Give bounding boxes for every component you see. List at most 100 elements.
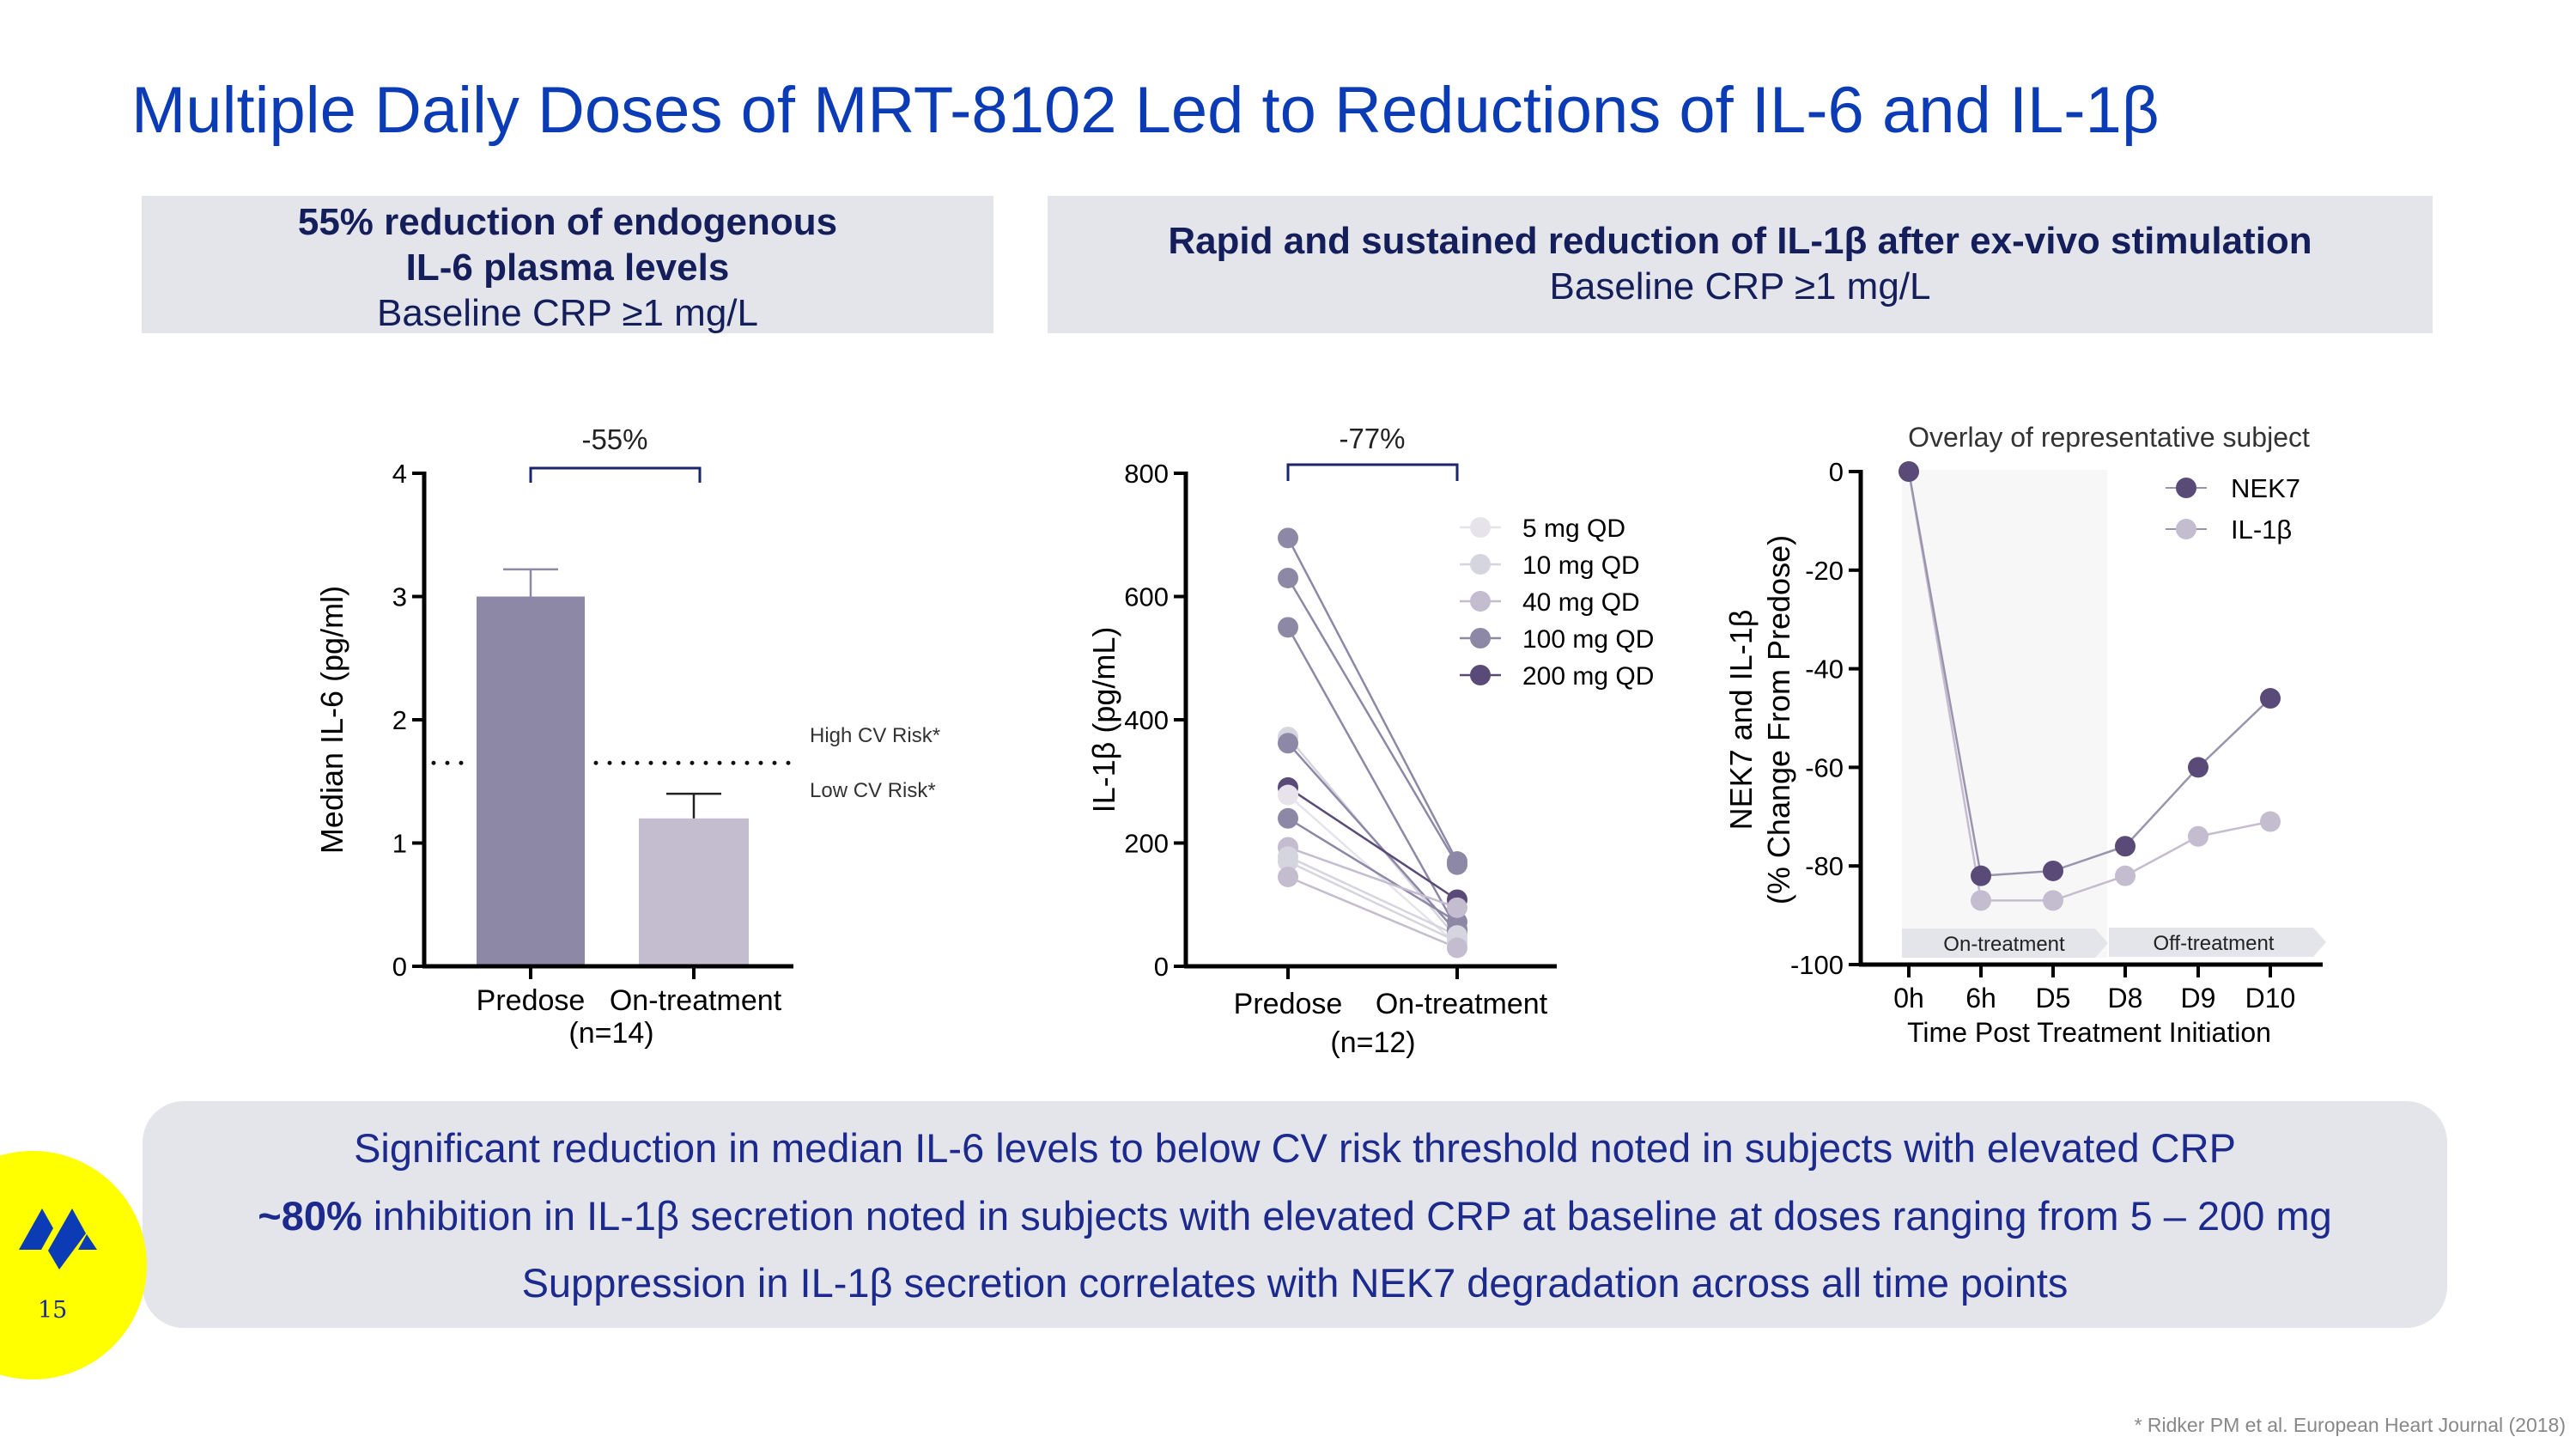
- series-point-0-4: [2188, 757, 2208, 778]
- legend-label-1: IL-1β: [2231, 514, 2292, 545]
- series-line-0: [1907, 471, 2271, 878]
- subject-line-9: [1287, 855, 1458, 937]
- il1b-header-line1: Rapid and sustained reduction of IL-1β a…: [1168, 220, 2312, 262]
- series-point-0-1: [1971, 865, 1991, 886]
- y-tick-label: -20: [1805, 556, 1844, 586]
- y-tick-label: 2: [392, 705, 407, 735]
- y-tick-label: 0: [1154, 952, 1169, 982]
- legend-marker-4: [1470, 665, 1491, 685]
- x-tick-label: On-treatment: [1376, 988, 1548, 1020]
- bar-1: [639, 818, 749, 966]
- subject-point-0-0: [1278, 527, 1298, 549]
- series-point-1-3: [2115, 865, 2136, 886]
- subject-line-8: [1287, 846, 1458, 910]
- legend-marker-1: [2176, 519, 2196, 539]
- series-point-1-4: [2188, 825, 2208, 847]
- y-axis-label: IL-1β (pg/mL): [1086, 627, 1121, 813]
- legend-label-0: 5 mg QD: [1522, 514, 1625, 543]
- subject-line-7: [1287, 817, 1458, 923]
- footnote: * Ridker PM et al. European Heart Journa…: [2134, 1414, 2566, 1436]
- il6-bar-chart: High CV Risk* Low CV Risk* -55% 0 1 2 3 4 Predos…: [314, 423, 940, 1050]
- page-title: Multiple Daily Doses of MRT-8102 Led to …: [131, 74, 2160, 147]
- overlay-chart: On-treatment Off-treatment NEK7 IL-1β Overla…: [1723, 422, 2326, 1048]
- x-sub-label: (n=14): [568, 1017, 653, 1050]
- annotation: -77%: [1339, 423, 1405, 454]
- chart-title: Overlay of representative subject: [1908, 422, 2310, 453]
- y-tick-label: 400: [1124, 705, 1169, 735]
- x-tick-label: D9: [2181, 983, 2216, 1014]
- il1b-header-box: Rapid and sustained reduction of IL-1β a…: [1048, 196, 2433, 333]
- subject-line-10: [1287, 860, 1458, 943]
- y-tick-label: 0: [1829, 457, 1844, 487]
- y-axis-label-line2: (% Change From Predose): [1761, 535, 1796, 904]
- subject-point-1-0: [1278, 567, 1298, 588]
- series-point-1-5: [2260, 811, 2281, 832]
- phase-label-on: On-treatment: [1943, 933, 2065, 956]
- subject-line-2: [1286, 626, 1459, 930]
- subject-line-11: [1287, 875, 1458, 949]
- il6-header-line3: Baseline CRP ≥1 mg/L: [377, 292, 758, 334]
- subject-point-11-0: [1278, 866, 1298, 887]
- company-logo-icon: [19, 1209, 97, 1269]
- legend-label-4: 200 mg QD: [1522, 662, 1654, 691]
- low-cv-risk-label: Low CV Risk*: [810, 779, 936, 802]
- subject-point-7-0: [1278, 807, 1298, 829]
- legend-marker-2: [1470, 591, 1491, 612]
- il1b-paired-chart: 5 mg QD 10 mg QD 40 mg QD 100 mg QD 200 mg Q…: [1086, 423, 1654, 1059]
- subject-point-6-0: [1278, 784, 1298, 806]
- x-tick-label: Predose: [1234, 988, 1343, 1020]
- on-treatment-shading: [1902, 470, 2107, 958]
- series-point-0-0: [1899, 461, 1919, 482]
- subject-line-4: [1287, 742, 1458, 934]
- page-number: 15: [38, 1297, 68, 1324]
- subject-line-1: [1286, 577, 1459, 866]
- y-tick-label: -40: [1805, 654, 1844, 685]
- subject-point-4-0: [1278, 733, 1298, 754]
- x-tick-label: 0h: [1893, 983, 1924, 1014]
- subject-point-8-1: [1447, 897, 1467, 918]
- x-axis-label: Time Post Treatment Initiation: [1907, 1017, 2271, 1048]
- significance-bracket: [1286, 463, 1459, 481]
- legend-label-1: 10 mg QD: [1522, 551, 1640, 580]
- x-tick-label: D5: [2036, 983, 2071, 1014]
- legend-label-2: 40 mg QD: [1522, 588, 1640, 617]
- il6-header-line2: IL-6 plasma levels: [405, 247, 730, 289]
- subject-point-1-1: [1447, 854, 1467, 875]
- series-line-1: [1907, 471, 2271, 902]
- off-treatment-band: [2109, 928, 2326, 957]
- il6-header-line1: 55% reduction of endogenous: [297, 201, 838, 243]
- x-tick-label: D10: [2245, 983, 2296, 1014]
- legend-label-0: NEK7: [2231, 473, 2300, 503]
- series-point-1-1: [1971, 890, 1991, 911]
- legend-marker-3: [1470, 628, 1491, 648]
- legend-marker-1: [1470, 554, 1491, 575]
- series-point-0-2: [2043, 860, 2063, 881]
- summary-line2: ~80% inhibition in IL-1β secretion noted…: [258, 1193, 2332, 1239]
- legend-marker-0: [1470, 517, 1491, 538]
- subject-point-10-0: [1278, 851, 1298, 873]
- phase-label-off: Off-treatment: [2154, 932, 2275, 955]
- significance-bracket: [529, 466, 702, 483]
- il6-header-box: 55% reduction of endogenous IL-6 plasma …: [142, 196, 993, 334]
- legend-marker-0: [2176, 478, 2196, 498]
- high-cv-risk-label: High CV Risk*: [810, 724, 940, 747]
- y-tick-label: -60: [1805, 752, 1844, 782]
- y-tick-label: 4: [392, 459, 407, 489]
- summary-line1: Significant reduction in median IL-6 lev…: [354, 1125, 2236, 1171]
- y-tick-label: -100: [1790, 950, 1844, 980]
- x-tick-label: Predose: [477, 984, 586, 1017]
- summary-line3: Suppression in IL-1β secretion correlate…: [521, 1260, 2069, 1306]
- subject-point-2-0: [1278, 617, 1298, 638]
- subject-line-5: [1287, 786, 1458, 901]
- y-tick-label: -80: [1805, 851, 1844, 881]
- summary-box: Significant reduction in median IL-6 lev…: [143, 1101, 2447, 1328]
- subject-line-0: [1286, 537, 1459, 862]
- y-tick-label: 1: [392, 829, 407, 859]
- series-point-1-2: [2043, 890, 2063, 911]
- y-tick-label: 800: [1124, 459, 1169, 489]
- x-tick-label: On-treatment: [610, 984, 782, 1017]
- on-treatment-band: [1902, 928, 2108, 958]
- y-tick-label: 600: [1124, 582, 1169, 612]
- x-sub-label: (n=12): [1330, 1026, 1415, 1059]
